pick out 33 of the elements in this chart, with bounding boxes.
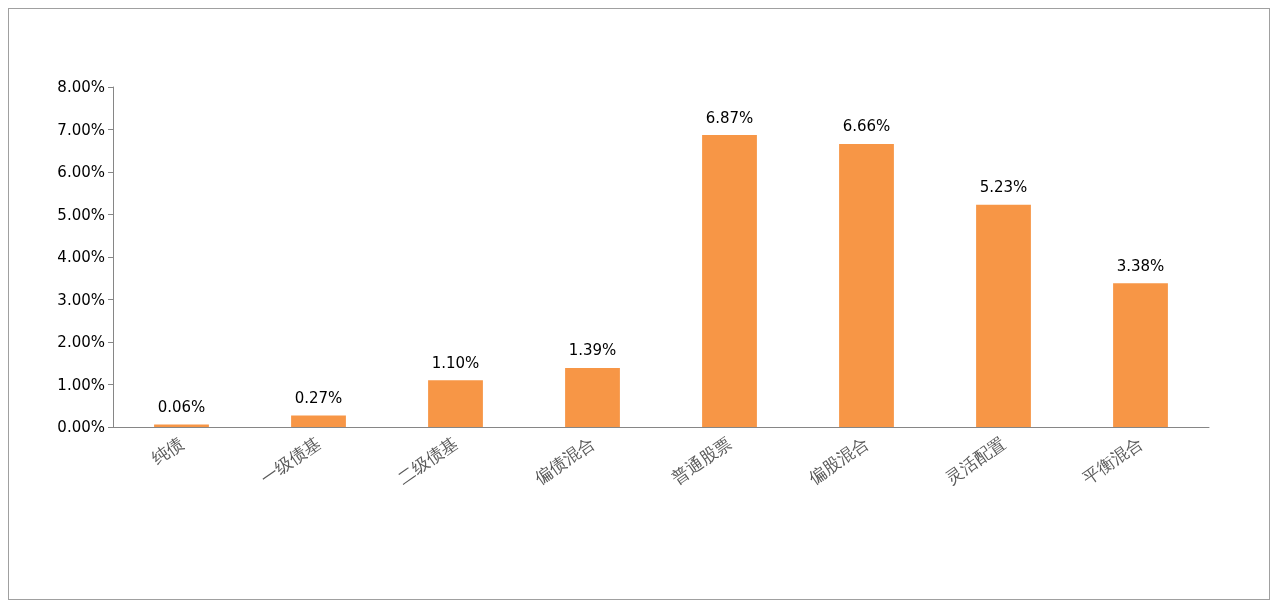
data-label: 5.23% (979, 178, 1028, 197)
bar (154, 424, 209, 427)
data-label: 1.39% (568, 341, 617, 360)
x-tick-label: 纯债 (147, 432, 188, 469)
data-label: 0.27% (294, 389, 343, 408)
y-tick-label: 3.00% (57, 290, 105, 309)
x-tick-label: 灵活配置 (942, 432, 1010, 489)
x-tick-label: 二级债基 (394, 432, 462, 489)
bar (839, 143, 894, 427)
y-tick-label: 7.00% (57, 120, 105, 139)
bar (428, 380, 483, 427)
bar (565, 367, 620, 427)
x-tick-label: 偏债混合 (531, 432, 599, 489)
bar (976, 204, 1031, 427)
data-label: 0.06% (157, 397, 206, 416)
x-tick-label: 一级债基 (257, 432, 325, 489)
y-tick-label: 6.00% (57, 163, 105, 181)
y-tick-label: 0.00% (57, 418, 105, 436)
y-tick-label: 4.00% (57, 248, 105, 266)
data-label: 6.87% (705, 108, 754, 127)
y-tick-label: 1.00% (57, 375, 105, 394)
y-tick-label: 5.00% (57, 205, 105, 224)
x-tick-label: 普通股票 (668, 432, 736, 489)
data-label: 6.66% (842, 117, 891, 136)
x-tick-label: 偏股混合 (805, 432, 873, 489)
data-label: 1.10% (431, 353, 480, 372)
x-tick-label: 平衡混合 (1079, 432, 1147, 489)
y-tick-label: 8.00% (57, 78, 105, 96)
data-label: 3.38% (1116, 256, 1165, 275)
y-tick-label: 2.00% (57, 333, 105, 351)
bar (291, 415, 346, 427)
bar (1113, 283, 1168, 427)
bar (702, 135, 757, 427)
